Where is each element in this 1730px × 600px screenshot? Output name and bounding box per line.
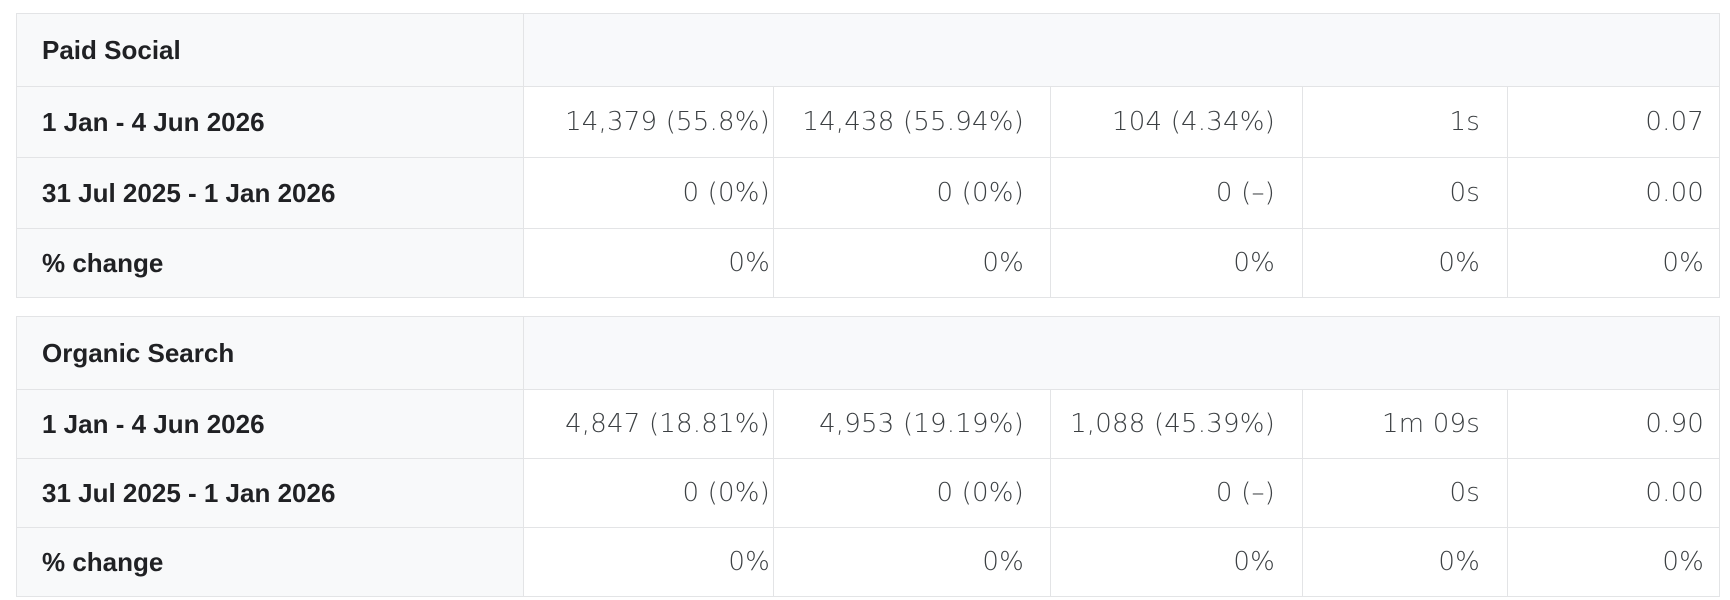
group-header-spacer [522, 13, 1721, 87]
metric-cell: 104 (4.34%) [1050, 86, 1303, 158]
group-header-row: Paid Social [16, 13, 1721, 87]
row-label: 31 Jul 2025 - 1 Jan 2026 [16, 157, 524, 229]
metric-cell: 0% [1506, 527, 1721, 597]
metric-cell: 0 (0%) [773, 458, 1051, 528]
row-label: % change [16, 527, 524, 597]
metric-cell: 14,438 (55.94%) [773, 86, 1051, 158]
row-label: % change [16, 228, 524, 298]
group-header-spacer [522, 316, 1721, 390]
metric-cell: 0% [773, 527, 1051, 597]
metric-cell: 0s [1302, 157, 1508, 229]
group-header-row: Organic Search [16, 316, 1721, 390]
paid-social-table: Paid Social 1 Jan - 4 Jun 2026 14,379 (5… [16, 13, 1721, 298]
group-title[interactable]: Organic Search [16, 316, 524, 390]
metric-cell: 4,953 (19.19%) [773, 389, 1051, 459]
metric-cell: 4,847 (18.81%) [523, 389, 774, 459]
metric-cell: 1s [1302, 86, 1508, 158]
metric-cell: 0% [1302, 527, 1508, 597]
metric-cell: 0% [523, 228, 774, 298]
row-label: 1 Jan - 4 Jun 2026 [16, 86, 524, 158]
table-row: % change 0% 0% 0% 0% 0% [16, 228, 1721, 298]
metric-cell: 0.00 [1506, 458, 1721, 528]
row-label: 1 Jan - 4 Jun 2026 [16, 389, 524, 459]
metric-cell: 0.90 [1506, 389, 1721, 459]
table-row: 1 Jan - 4 Jun 2026 4,847 (18.81%) 4,953 … [16, 389, 1721, 459]
metric-cell: 0% [1050, 527, 1303, 597]
table-row: 31 Jul 2025 - 1 Jan 2026 0 (0%) 0 (0%) 0… [16, 458, 1721, 528]
metric-cell: 0 (0%) [523, 458, 774, 528]
row-label: 31 Jul 2025 - 1 Jan 2026 [16, 458, 524, 528]
metric-cell: 0% [773, 228, 1051, 298]
metric-cell: 0 (0%) [773, 157, 1051, 229]
metric-cell: 1m 09s [1302, 389, 1508, 459]
metric-cell: 0.07 [1506, 86, 1721, 158]
metric-cell: 0% [1050, 228, 1303, 298]
metric-cell: 14,379 (55.8%) [523, 86, 774, 158]
table-row: % change 0% 0% 0% 0% 0% [16, 527, 1721, 597]
group-title[interactable]: Paid Social [16, 13, 524, 87]
metric-cell: 0% [1302, 228, 1508, 298]
metric-cell: 0s [1302, 458, 1508, 528]
metric-cell: 0.00 [1506, 157, 1721, 229]
table-row: 31 Jul 2025 - 1 Jan 2026 0 (0%) 0 (0%) 0… [16, 157, 1721, 229]
organic-search-table: Organic Search 1 Jan - 4 Jun 2026 4,847 … [16, 316, 1721, 597]
metric-cell: 1,088 (45.39%) [1050, 389, 1303, 459]
metric-cell: 0 (–) [1050, 157, 1303, 229]
metric-cell: 0 (0%) [523, 157, 774, 229]
table-row: 1 Jan - 4 Jun 2026 14,379 (55.8%) 14,438… [16, 86, 1721, 158]
metric-cell: 0 (–) [1050, 458, 1303, 528]
metric-cell: 0% [1506, 228, 1721, 298]
metric-cell: 0% [523, 527, 774, 597]
